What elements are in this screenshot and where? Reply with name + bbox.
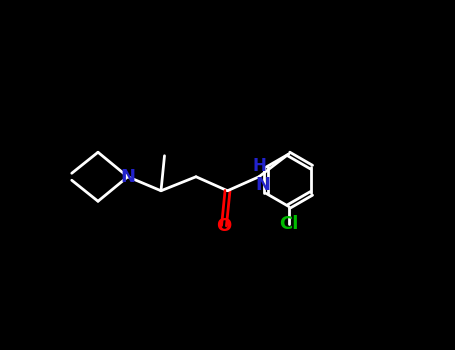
Text: N: N [255, 176, 270, 195]
Text: Cl: Cl [279, 215, 298, 233]
Text: H: H [252, 157, 266, 175]
Text: N: N [120, 168, 135, 186]
Text: O: O [217, 217, 232, 235]
